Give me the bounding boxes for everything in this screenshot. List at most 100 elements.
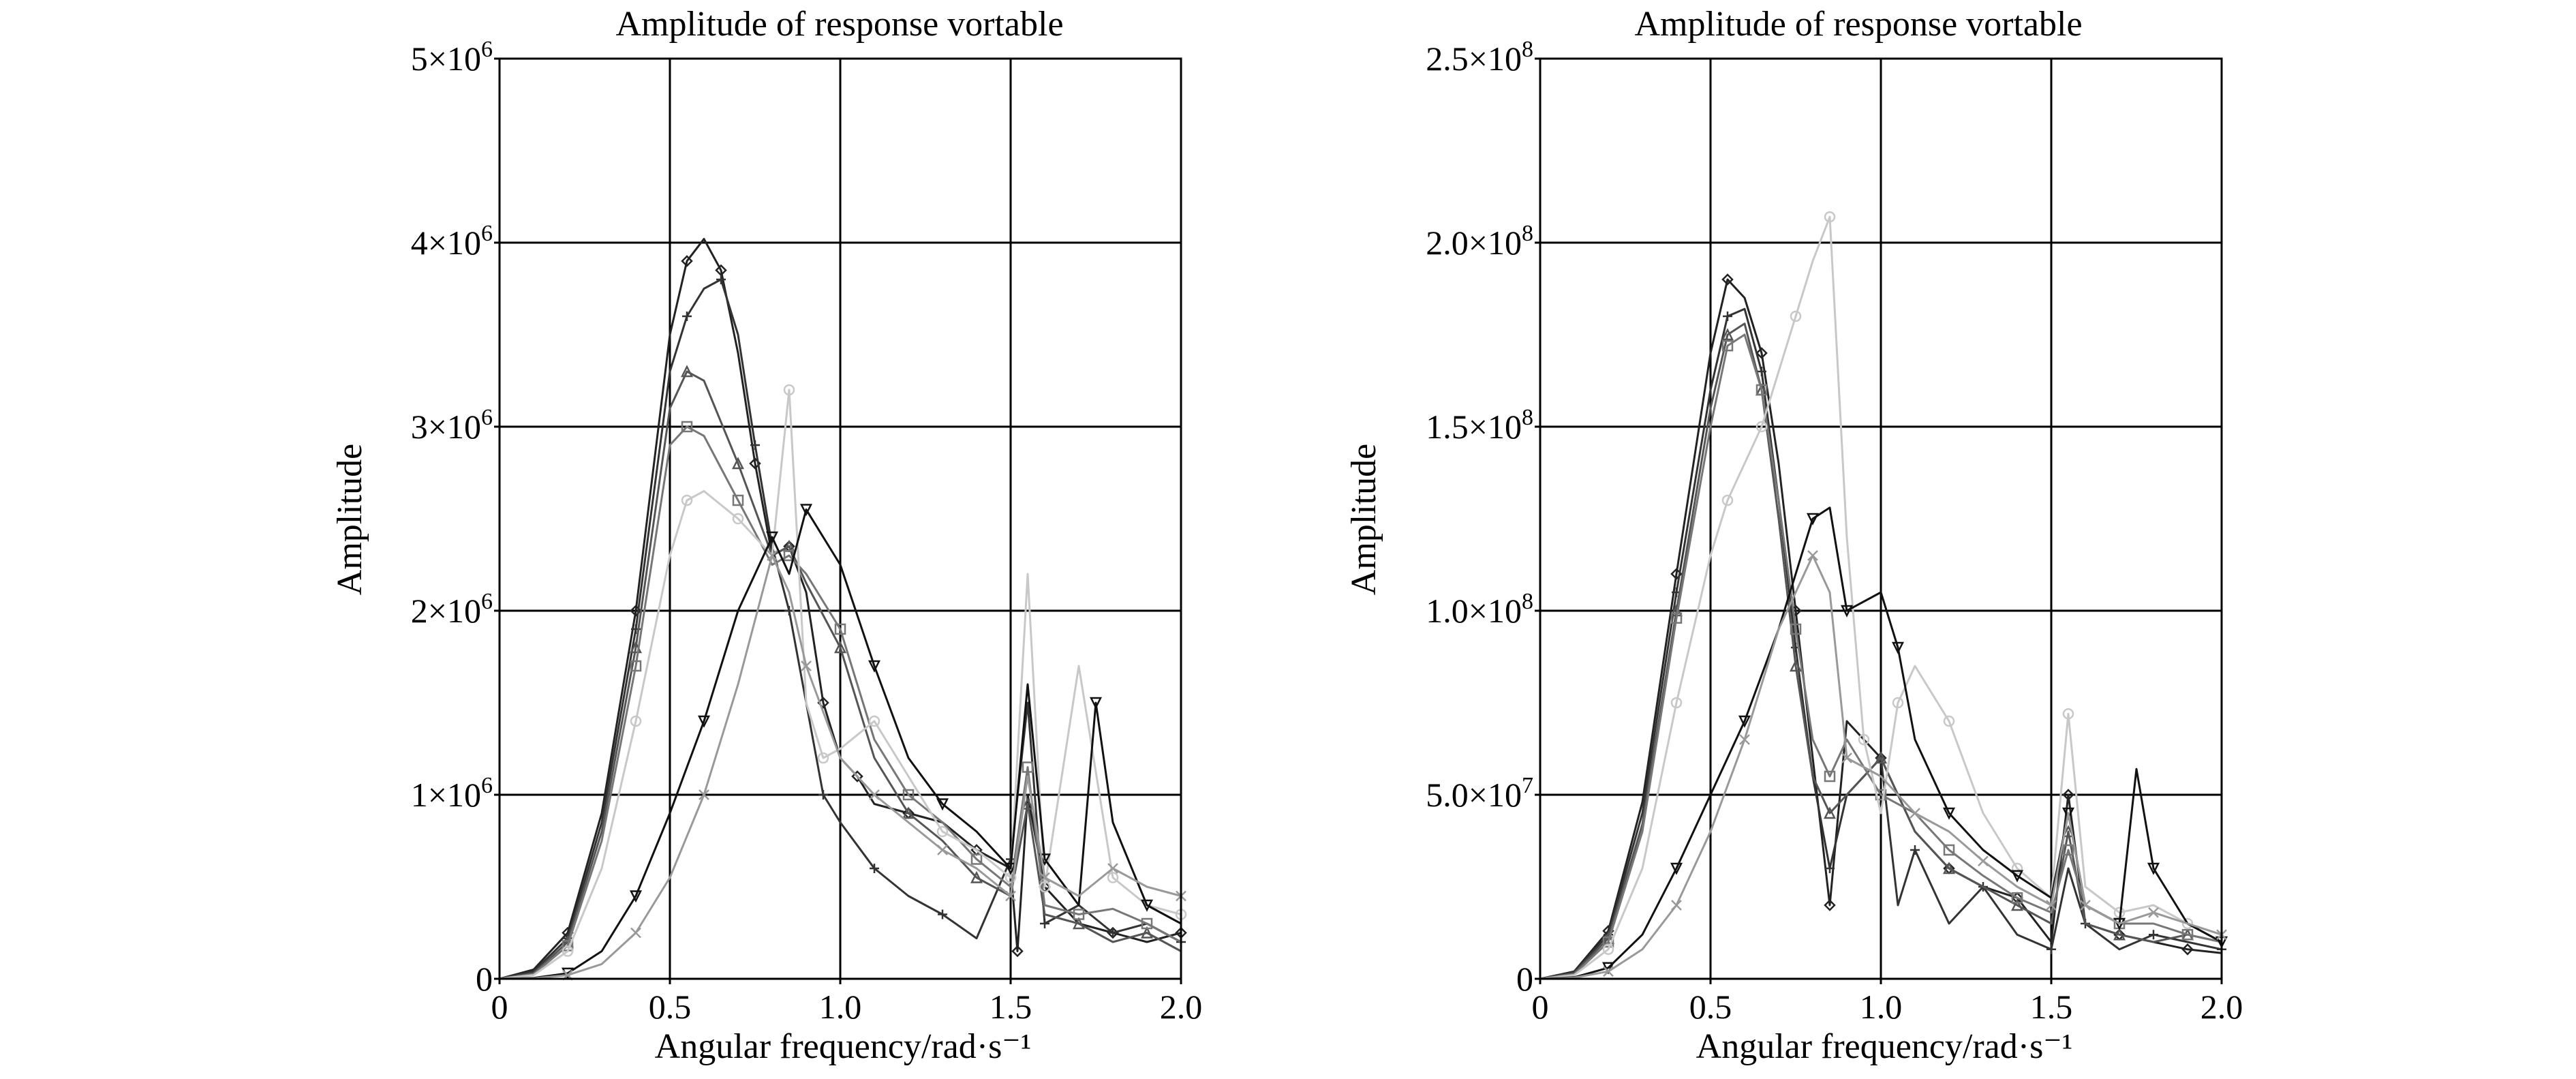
right-chart-series-5: [1539, 211, 2222, 980]
left-chart-x-tick-label: 0: [491, 988, 508, 1026]
right-chart-grid: [1540, 59, 2222, 979]
left-chart-data-point: [682, 311, 692, 321]
left-chart-series-3: [499, 365, 1182, 980]
left-chart-data-point: [680, 365, 694, 378]
left-chart-data-point: [630, 660, 642, 672]
right-chart-data-point: [1721, 494, 1734, 506]
right-chart-x-tick-label: 1.5: [2030, 988, 2073, 1026]
right-chart-data-point: [2181, 917, 2194, 930]
right-chart-y-tick-label: 0: [1516, 960, 1533, 998]
left-chart-data-point: [851, 770, 863, 782]
left-chart-data-point: [1039, 881, 1051, 893]
right-chart-data-point: [1723, 311, 1732, 321]
left-chart-data-point: [868, 660, 881, 673]
right-chart-data-point: [1823, 806, 1837, 819]
right-chart-data-point: [2010, 898, 2024, 911]
left-chart-data-point: [1140, 926, 1154, 939]
left-chart-data-point: [870, 864, 879, 873]
left-chart-series-line: [499, 554, 1182, 980]
left-chart-data-point: [799, 504, 813, 517]
right-chart-data-point: [1858, 733, 1870, 746]
left-chart-data-point: [716, 275, 726, 284]
left-chart-series-line: [499, 508, 1182, 980]
left-chart-data-point: [731, 457, 745, 470]
right-chart-data-point: [2061, 807, 2075, 820]
right-chart-data-point: [2113, 928, 2126, 941]
right-chart-data-point: [2062, 844, 2074, 856]
left-chart-y-tick-label: 5×106: [411, 37, 493, 78]
right-chart-x-axis-label: Angular frequency/rad·s⁻¹: [1696, 1027, 2073, 1066]
right-chart-y-axis-label: Amplitude: [1345, 444, 1383, 595]
right-chart-data-point: [2011, 862, 2023, 875]
left-chart-data-point: [767, 550, 778, 561]
left-chart-data-point: [783, 384, 795, 396]
left-chart-data-point: [936, 825, 949, 838]
right-chart-y-tick-label: 5.0×107: [1426, 773, 1533, 814]
left-chart-data-point: [630, 927, 641, 939]
right-chart-y-tick-label: 2.5×108: [1426, 37, 1533, 78]
left-chart-grid: [500, 59, 1181, 979]
right-chart-data-point: [2181, 928, 2194, 941]
left-chart-series-4: [499, 421, 1182, 980]
left-chart-data-point: [1072, 917, 1086, 930]
left-chart-data-point: [902, 789, 915, 801]
right-chart-data-point: [1825, 864, 1835, 873]
right-chart-data-point: [1755, 384, 1768, 396]
left-chart-data-point: [1089, 697, 1103, 710]
left-chart-data-point: [732, 513, 744, 525]
right-chart-data-point: [1942, 807, 1956, 820]
left-chart-data-point: [1021, 797, 1034, 810]
right-chart-series-7: [1539, 550, 2227, 980]
right-chart-data-point: [1671, 900, 1682, 911]
left-chart-data-point: [697, 715, 711, 728]
left-chart-data-point: [937, 845, 948, 855]
left-chart-x-tick-labels: 0 0.5 1.0 1.5 2.0: [491, 979, 1203, 1026]
right-chart-data-point: [1840, 605, 1854, 618]
left-chart-data-point: [1107, 872, 1119, 883]
left-chart-y-tick-labels: 0 1×106 2×106 3×106 4×106 5×106: [411, 37, 500, 998]
left-chart-data-point: [784, 606, 794, 616]
right-chart-data-point: [1910, 808, 1920, 819]
left-chart-data-point: [1073, 909, 1085, 920]
left-chart-data-point: [699, 789, 709, 800]
right-chart-data-point: [2011, 892, 2023, 904]
left-chart-data-point: [1022, 761, 1034, 773]
right-chart-data-point: [1892, 697, 1904, 709]
left-chart-y-axis-label: Amplitude: [331, 444, 369, 595]
left-chart-series-line: [499, 425, 1182, 980]
right-chart-data-point: [1721, 273, 1734, 286]
left-chart-y-tick-label: 4×106: [411, 221, 493, 262]
right-chart-data-point: [1790, 310, 1802, 322]
right-chart-data-point: [1942, 862, 1956, 875]
right-chart-data-point: [1978, 855, 1989, 867]
right-chart-data-point: [1721, 328, 1734, 341]
left-chart-data-point: [681, 255, 693, 267]
left-chart-data-point: [681, 421, 693, 433]
right-chart-data-point: [1790, 623, 1802, 635]
right-chart-y-tick-label: 1.5×108: [1426, 405, 1533, 446]
left-chart-data-point: [765, 531, 779, 544]
left-chart-data-point: [868, 715, 880, 727]
left-chart-data-point: [681, 494, 693, 506]
left-chart-series-line: [499, 370, 1182, 980]
left-chart-panel: Amplitude of response vortable 0 1×106 2×1…: [331, 5, 1202, 1066]
left-chart-y-tick-label: 0: [476, 960, 493, 998]
right-chart-data-point: [1841, 753, 1852, 763]
right-chart-data-point: [1670, 697, 1683, 709]
right-chart-data-point: [2149, 930, 2158, 940]
right-chart-x-tick-label: 0.5: [1689, 988, 1732, 1026]
right-chart-data-point: [2148, 907, 2159, 918]
left-chart-x-tick-label: 2.0: [1160, 988, 1203, 1026]
left-chart-data-point: [1004, 862, 1017, 875]
left-chart-series-line: [499, 389, 1182, 980]
left-chart-data-point: [1039, 872, 1050, 883]
right-chart-series-line: [1539, 333, 2222, 980]
right-chart-data-point: [1739, 734, 1750, 745]
left-chart-data-point: [834, 623, 846, 635]
right-chart-data-point: [1874, 751, 1888, 764]
left-chart-data-point: [1140, 899, 1154, 912]
right-chart-x-tick-label: 0: [1532, 988, 1549, 1026]
left-chart-data-point: [801, 660, 812, 671]
left-chart-data-point: [562, 945, 574, 957]
